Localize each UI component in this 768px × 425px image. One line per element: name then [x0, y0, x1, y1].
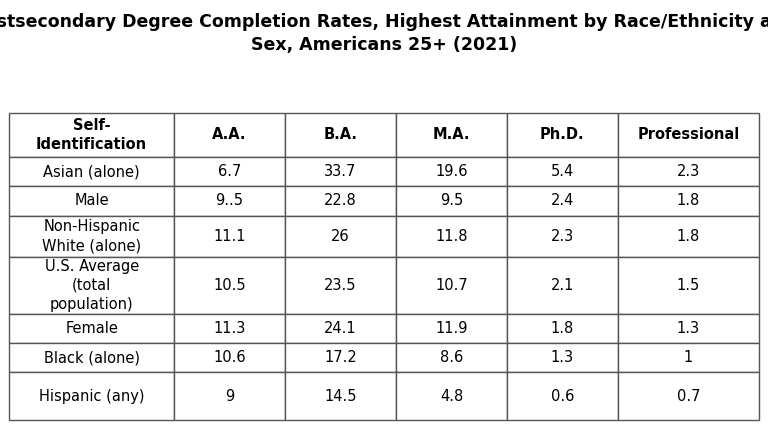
Text: 1.8: 1.8 — [677, 193, 700, 209]
Text: Ph.D.: Ph.D. — [540, 128, 584, 142]
Bar — [174, 187, 285, 215]
Bar — [507, 314, 618, 343]
Text: Postsecondary Degree Completion Rates, Highest Attainment by Race/Ethnicity and
: Postsecondary Degree Completion Rates, H… — [0, 13, 768, 54]
Text: 9: 9 — [225, 388, 234, 404]
Bar — [174, 113, 285, 157]
Bar — [174, 257, 285, 314]
Text: Male: Male — [74, 193, 109, 209]
Bar — [396, 187, 507, 215]
Text: Asian (alone): Asian (alone) — [43, 164, 140, 179]
Bar — [285, 314, 396, 343]
Text: 10.6: 10.6 — [214, 350, 246, 365]
Bar — [396, 157, 507, 187]
Bar — [174, 372, 285, 420]
Text: 8.6: 8.6 — [440, 350, 463, 365]
Text: Female: Female — [65, 321, 118, 336]
Text: 6.7: 6.7 — [218, 164, 241, 179]
Text: 33.7: 33.7 — [324, 164, 356, 179]
Text: 19.6: 19.6 — [435, 164, 468, 179]
Bar — [285, 215, 396, 257]
Text: 0.7: 0.7 — [677, 388, 700, 404]
Bar — [618, 187, 759, 215]
Bar — [174, 314, 285, 343]
Text: M.A.: M.A. — [432, 128, 470, 142]
Text: 2.3: 2.3 — [677, 164, 700, 179]
Text: 11.8: 11.8 — [435, 229, 468, 244]
Bar — [507, 187, 618, 215]
Text: 2.3: 2.3 — [551, 229, 574, 244]
Bar — [396, 372, 507, 420]
Bar — [285, 113, 396, 157]
Text: 22.8: 22.8 — [324, 193, 357, 209]
Bar — [507, 343, 618, 372]
Bar — [618, 372, 759, 420]
Bar — [174, 157, 285, 187]
Text: 1.8: 1.8 — [677, 229, 700, 244]
Text: 23.5: 23.5 — [324, 278, 357, 293]
Text: 26: 26 — [331, 229, 350, 244]
Text: U.S. Average
(total
population): U.S. Average (total population) — [45, 259, 139, 312]
Text: 14.5: 14.5 — [324, 388, 357, 404]
Bar — [9, 314, 174, 343]
Text: 10.7: 10.7 — [435, 278, 468, 293]
Text: 5.4: 5.4 — [551, 164, 574, 179]
Text: Self-
Identification: Self- Identification — [36, 118, 147, 152]
Bar — [9, 187, 174, 215]
Text: A.A.: A.A. — [212, 128, 247, 142]
Bar — [618, 343, 759, 372]
Text: Non-Hispanic
White (alone): Non-Hispanic White (alone) — [42, 219, 141, 253]
Text: 1.8: 1.8 — [551, 321, 574, 336]
Bar — [507, 372, 618, 420]
Bar — [396, 257, 507, 314]
Text: 17.2: 17.2 — [324, 350, 357, 365]
Bar — [9, 113, 174, 157]
Text: 1.5: 1.5 — [677, 278, 700, 293]
Bar — [174, 215, 285, 257]
Text: 9.5: 9.5 — [440, 193, 463, 209]
Bar — [507, 257, 618, 314]
Text: 24.1: 24.1 — [324, 321, 357, 336]
Text: 0.6: 0.6 — [551, 388, 574, 404]
Text: Black (alone): Black (alone) — [44, 350, 140, 365]
Text: 2.1: 2.1 — [551, 278, 574, 293]
Bar — [9, 257, 174, 314]
Bar — [285, 257, 396, 314]
Text: 11.9: 11.9 — [435, 321, 468, 336]
Bar — [618, 257, 759, 314]
Text: 1.3: 1.3 — [677, 321, 700, 336]
Text: 11.1: 11.1 — [214, 229, 246, 244]
Bar — [618, 113, 759, 157]
Bar — [618, 314, 759, 343]
Bar — [174, 343, 285, 372]
Bar — [285, 187, 396, 215]
Bar — [507, 113, 618, 157]
Bar — [396, 314, 507, 343]
Bar — [285, 157, 396, 187]
Text: 9..5: 9..5 — [216, 193, 243, 209]
Text: B.A.: B.A. — [323, 128, 358, 142]
Bar — [9, 372, 174, 420]
Bar — [618, 215, 759, 257]
Text: 11.3: 11.3 — [214, 321, 246, 336]
Bar — [396, 343, 507, 372]
Text: 1.3: 1.3 — [551, 350, 574, 365]
Bar — [9, 157, 174, 187]
Bar — [396, 113, 507, 157]
Bar — [507, 215, 618, 257]
Bar — [507, 157, 618, 187]
Bar — [9, 343, 174, 372]
Bar — [396, 215, 507, 257]
Text: 10.5: 10.5 — [214, 278, 246, 293]
Bar — [285, 372, 396, 420]
Text: Hispanic (any): Hispanic (any) — [39, 388, 144, 404]
Text: Professional: Professional — [637, 128, 740, 142]
Bar — [285, 343, 396, 372]
Text: 1: 1 — [684, 350, 693, 365]
Text: 2.4: 2.4 — [551, 193, 574, 209]
Text: 4.8: 4.8 — [440, 388, 463, 404]
Bar — [9, 215, 174, 257]
Bar — [618, 157, 759, 187]
